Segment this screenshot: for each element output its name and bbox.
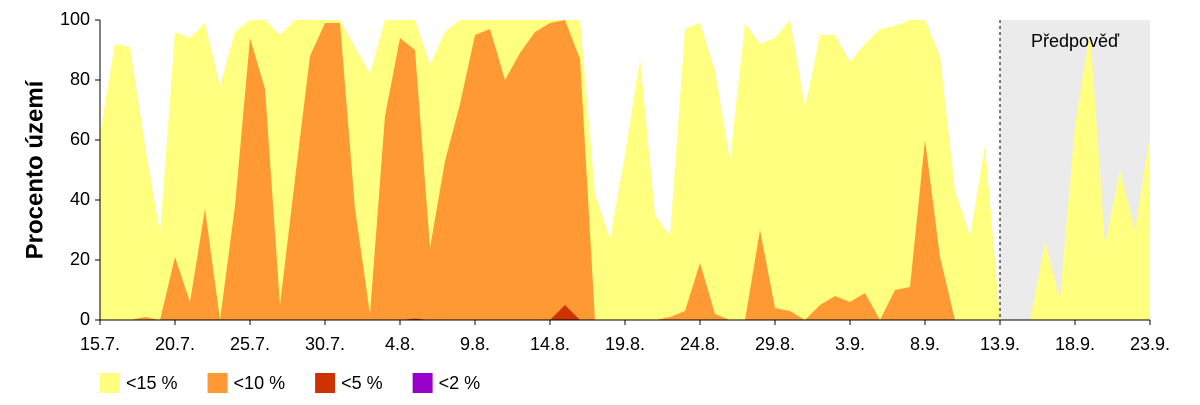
legend-swatch: [412, 373, 433, 393]
legend-label: <5 %: [341, 373, 383, 393]
y-tick-label: 80: [70, 69, 90, 89]
y-tick-label: 20: [70, 249, 90, 269]
x-tick-label: 18.9.: [1055, 334, 1095, 354]
y-tick-label: 0: [80, 309, 90, 329]
legend-label: <15 %: [126, 373, 178, 393]
legend-label: <10 %: [234, 373, 286, 393]
x-tick-label: 29.8.: [755, 334, 795, 354]
x-tick-label: 13.9.: [980, 334, 1020, 354]
x-tick-label: 14.8.: [530, 334, 570, 354]
area: [100, 20, 1150, 320]
x-tick-label: 9.8.: [460, 334, 490, 354]
x-tick-label: 25.7.: [230, 334, 270, 354]
y-tick-label: 40: [70, 189, 90, 209]
legend-label: <2 %: [439, 373, 481, 393]
x-tick-label: 4.8.: [385, 334, 415, 354]
y-tick-label: 100: [60, 9, 90, 29]
legend-swatch: [315, 373, 336, 393]
x-tick-label: 23.9.: [1130, 334, 1170, 354]
x-tick-label: 15.7.: [80, 334, 120, 354]
y-tick-label: 60: [70, 129, 90, 149]
x-tick-label: 3.9.: [835, 334, 865, 354]
x-tick-label: 20.7.: [155, 334, 195, 354]
legend-swatch: [207, 373, 228, 393]
x-tick-label: 8.9.: [910, 334, 940, 354]
forecast-label: Předpověď: [1031, 31, 1120, 51]
x-tick-label: 24.8.: [680, 334, 720, 354]
x-tick-label: 30.7.: [305, 334, 345, 354]
area: [100, 20, 1000, 320]
legend-swatch: [100, 373, 120, 393]
x-tick-label: 19.8.: [605, 334, 645, 354]
y-axis-label: Procento území: [21, 79, 48, 259]
